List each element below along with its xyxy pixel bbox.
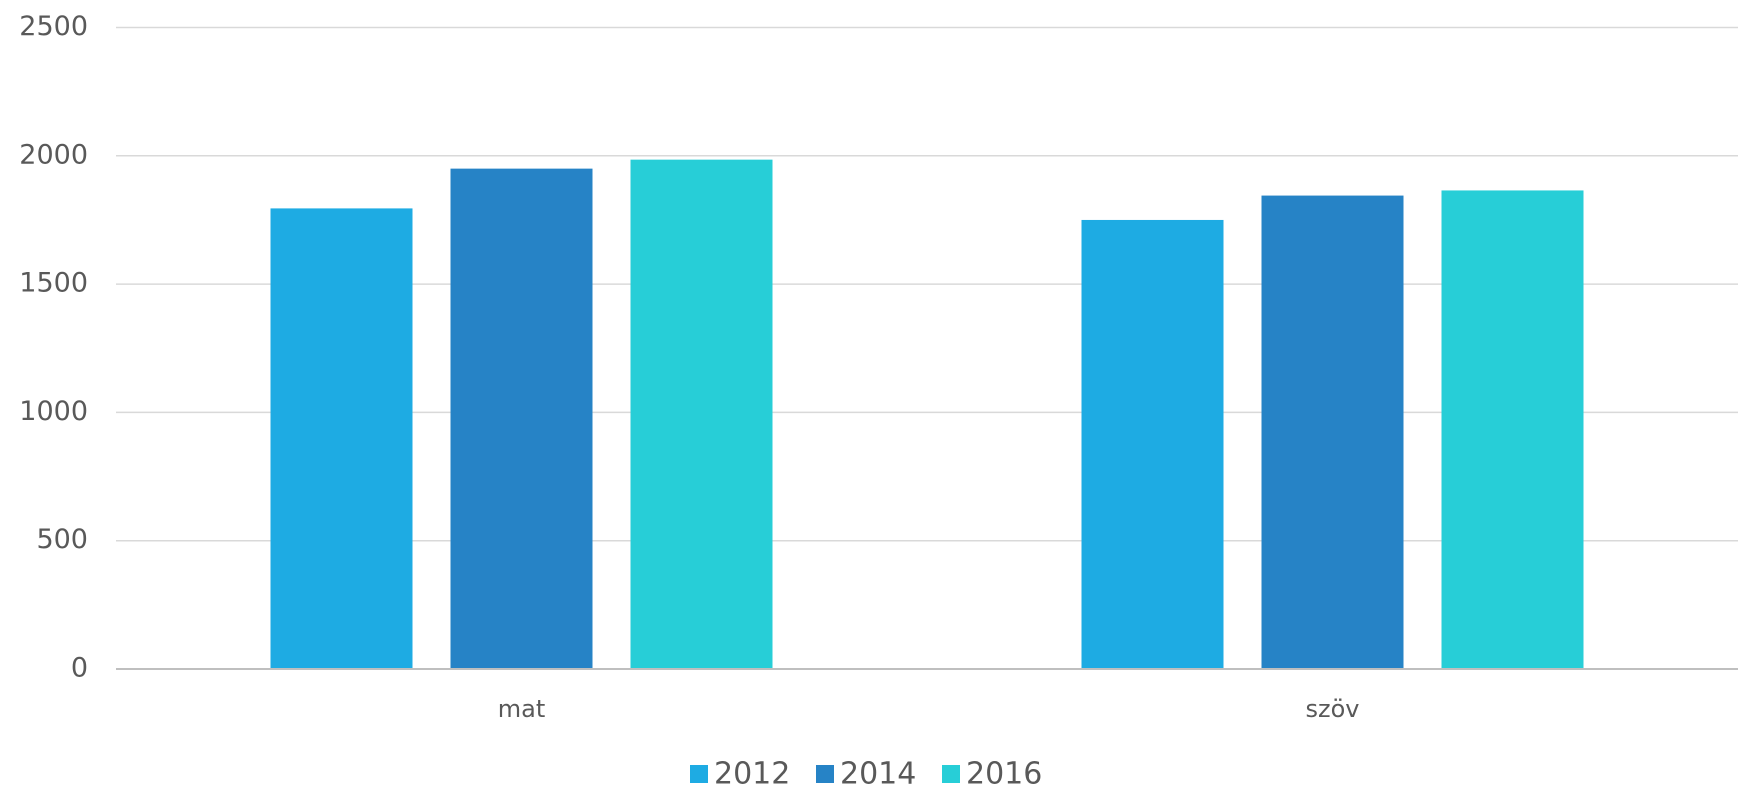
y-tick-label: 0	[71, 653, 88, 684]
x-tick-label: mat	[498, 695, 546, 723]
legend-swatch	[816, 765, 834, 783]
bar	[1261, 195, 1404, 669]
y-tick-label: 500	[36, 524, 88, 555]
legend-label: 2012	[714, 757, 790, 791]
y-tick-label: 1500	[19, 268, 88, 299]
bar	[1441, 190, 1584, 670]
y-tick-label: 1000	[19, 396, 88, 427]
bar	[630, 159, 773, 670]
legend-swatch	[942, 765, 960, 783]
bar	[270, 208, 413, 669]
legend-label: 2014	[840, 757, 916, 791]
x-tick-label: szöv	[1306, 695, 1360, 723]
bar	[450, 168, 593, 669]
y-tick-label: 2500	[19, 11, 88, 42]
y-tick-label: 2000	[19, 139, 88, 170]
legend-label: 2016	[966, 757, 1042, 791]
legend-swatch	[690, 765, 708, 783]
bar	[1081, 219, 1224, 669]
